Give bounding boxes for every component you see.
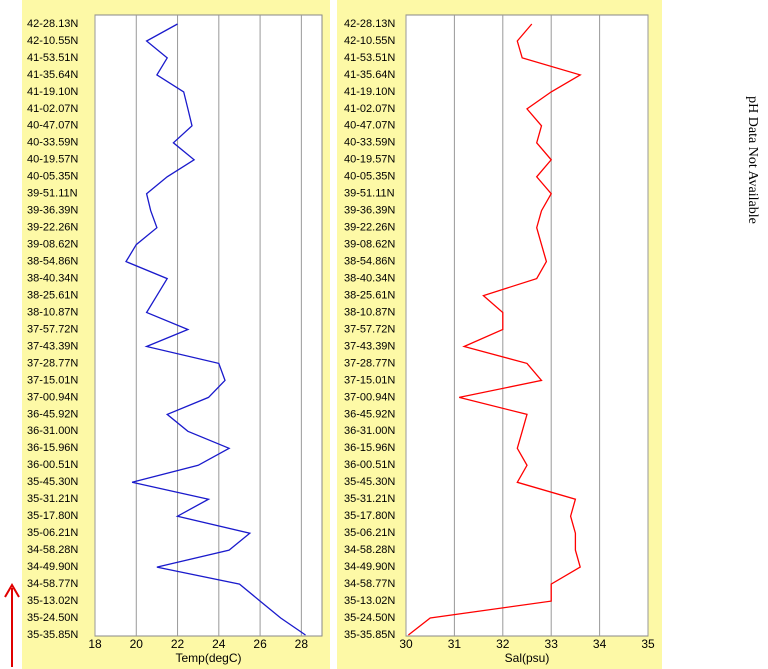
x-tick-label: 18 bbox=[88, 637, 102, 651]
y-tick-label: 36-45.92N bbox=[344, 408, 395, 420]
y-tick-label: 35-17.80N bbox=[344, 510, 395, 522]
y-tick-label: 39-51.11N bbox=[27, 188, 78, 200]
data-line bbox=[125, 23, 306, 636]
y-tick-label: 35-06.21N bbox=[27, 527, 78, 539]
y-tick-label: 42-28.13N bbox=[27, 18, 78, 30]
y-tick-label: 38-10.87N bbox=[344, 306, 395, 318]
y-tick-label: 38-10.87N bbox=[27, 306, 78, 318]
y-tick-label: 38-54.86N bbox=[344, 256, 395, 268]
y-tick-label: 35-35.85N bbox=[344, 629, 395, 641]
y-tick-label: 41-19.10N bbox=[27, 86, 78, 98]
y-tick-label: 34-58.28N bbox=[344, 544, 395, 556]
y-tick-label: 39-22.26N bbox=[27, 222, 78, 234]
y-tick-label: 35-35.85N bbox=[27, 629, 78, 641]
y-tick-label: 42-10.55N bbox=[27, 35, 78, 47]
x-tick-label: 22 bbox=[171, 637, 185, 651]
y-tick-label: 41-35.64N bbox=[27, 69, 78, 81]
y-tick-label: 40-19.57N bbox=[27, 154, 78, 166]
y-tick-label: 34-49.90N bbox=[27, 561, 78, 573]
data-line bbox=[408, 23, 582, 636]
x-tick-label: 24 bbox=[212, 637, 226, 651]
x-tick-label: 28 bbox=[295, 637, 309, 651]
y-tick-label: 39-08.62N bbox=[344, 239, 395, 251]
y-tick-label: 37-15.01N bbox=[27, 374, 78, 386]
y-tick-label: 35-31.21N bbox=[27, 493, 78, 505]
y-tick-label: 40-33.59N bbox=[344, 137, 395, 149]
y-tick-label: 37-00.94N bbox=[27, 391, 78, 403]
y-tick-label: 37-43.39N bbox=[344, 340, 395, 352]
y-tick-label: 35-17.80N bbox=[27, 510, 78, 522]
y-tick-label: 35-06.21N bbox=[344, 527, 395, 539]
y-tick-label: 42-10.55N bbox=[344, 35, 395, 47]
y-tick-label: 36-00.51N bbox=[344, 459, 395, 471]
x-tick-label: 33 bbox=[545, 637, 559, 651]
y-tick-label: 40-19.57N bbox=[344, 154, 395, 166]
y-tick-label: 41-53.51N bbox=[344, 52, 395, 64]
y-tick-label: 41-02.07N bbox=[344, 103, 395, 115]
y-tick-label: 37-57.72N bbox=[344, 323, 395, 335]
y-tick-label: 38-40.34N bbox=[344, 272, 395, 284]
x-tick-label: 34 bbox=[593, 637, 607, 651]
y-tick-label: 37-00.94N bbox=[344, 391, 395, 403]
x-axis-label: Temp(degC) bbox=[175, 651, 241, 665]
y-tick-label: 37-28.77N bbox=[27, 357, 78, 369]
y-tick-label: 39-08.62N bbox=[27, 239, 78, 251]
y-tick-label: 35-13.02N bbox=[344, 595, 395, 607]
y-tick-label: 40-47.07N bbox=[344, 120, 395, 132]
y-tick-label: 34-58.28N bbox=[27, 544, 78, 556]
x-tick-label: 30 bbox=[399, 637, 413, 651]
x-tick-label: 26 bbox=[253, 637, 267, 651]
y-tick-label: 35-31.21N bbox=[344, 493, 395, 505]
y-tick-label: 40-47.07N bbox=[27, 120, 78, 132]
y-tick-label: 41-35.64N bbox=[344, 69, 395, 81]
y-tick-label: 39-22.26N bbox=[344, 222, 395, 234]
plot-area bbox=[94, 14, 323, 637]
y-tick-label: 35-13.02N bbox=[27, 595, 78, 607]
ph-note: pH Data Not Available bbox=[745, 96, 760, 224]
x-tick-label: 35 bbox=[641, 637, 655, 651]
arrow bbox=[4, 583, 20, 667]
y-tick-label: 41-53.51N bbox=[27, 52, 78, 64]
y-tick-label: 38-40.34N bbox=[27, 272, 78, 284]
y-tick-label: 39-51.11N bbox=[344, 188, 395, 200]
y-tick-label: 38-25.61N bbox=[27, 289, 78, 301]
y-tick-label: 35-24.50N bbox=[344, 612, 395, 624]
y-tick-label: 37-43.39N bbox=[27, 340, 78, 352]
y-tick-label: 39-36.39N bbox=[27, 205, 78, 217]
plot-area bbox=[405, 14, 649, 637]
y-tick-label: 41-19.10N bbox=[344, 86, 395, 98]
y-tick-label: 37-15.01N bbox=[344, 374, 395, 386]
x-tick-label: 20 bbox=[130, 637, 144, 651]
y-tick-label: 34-58.77N bbox=[344, 578, 395, 590]
x-axis-label: Sal(psu) bbox=[505, 651, 550, 665]
x-tick-label: 31 bbox=[448, 637, 462, 651]
x-tick-label: 32 bbox=[496, 637, 510, 651]
y-tick-label: 36-15.96N bbox=[27, 442, 78, 454]
y-tick-label: 41-02.07N bbox=[27, 103, 78, 115]
y-tick-label: 37-28.77N bbox=[344, 357, 395, 369]
y-tick-label: 37-57.72N bbox=[27, 323, 78, 335]
y-tick-label: 35-24.50N bbox=[27, 612, 78, 624]
y-tick-label: 38-54.86N bbox=[27, 256, 78, 268]
y-tick-label: 36-00.51N bbox=[27, 459, 78, 471]
y-tick-label: 36-31.00N bbox=[27, 425, 78, 437]
y-tick-label: 35-45.30N bbox=[344, 476, 395, 488]
y-tick-label: 35-45.30N bbox=[27, 476, 78, 488]
y-tick-label: 36-45.92N bbox=[27, 408, 78, 420]
y-tick-label: 40-05.35N bbox=[27, 171, 78, 183]
y-tick-label: 39-36.39N bbox=[344, 205, 395, 217]
y-tick-label: 38-25.61N bbox=[344, 289, 395, 301]
y-tick-label: 34-49.90N bbox=[344, 561, 395, 573]
y-tick-label: 36-15.96N bbox=[344, 442, 395, 454]
y-tick-label: 34-58.77N bbox=[27, 578, 78, 590]
y-tick-label: 40-33.59N bbox=[27, 137, 78, 149]
y-tick-label: 42-28.13N bbox=[344, 18, 395, 30]
y-tick-label: 40-05.35N bbox=[344, 171, 395, 183]
y-tick-label: 36-31.00N bbox=[344, 425, 395, 437]
